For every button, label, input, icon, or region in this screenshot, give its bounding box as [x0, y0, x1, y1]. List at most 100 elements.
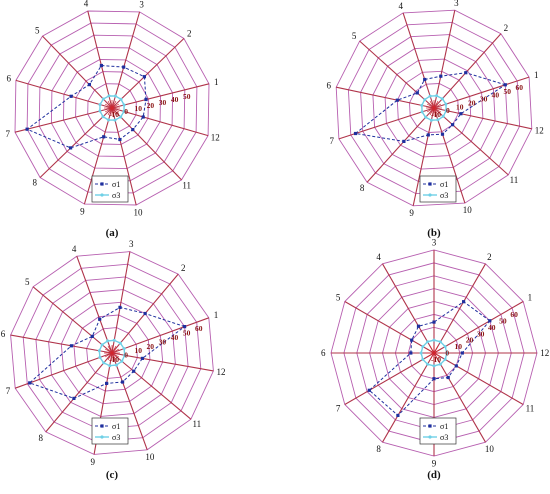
sigma1-point [426, 133, 430, 137]
center-mark [111, 348, 120, 354]
spoke [111, 83, 210, 109]
spoke [87, 10, 113, 109]
direction-label: 11 [510, 175, 519, 185]
direction-label: 6 [321, 348, 326, 358]
direction-label: 12 [211, 133, 220, 143]
direction-label: 1 [534, 70, 539, 80]
scale-label: -10 [109, 110, 119, 119]
sigma3-point [119, 97, 123, 101]
sigma1-point [131, 128, 135, 132]
spoke [359, 40, 435, 109]
spoke [433, 301, 524, 354]
direction-label: 6 [327, 81, 332, 91]
spoke [382, 263, 435, 354]
center-mark [426, 107, 435, 113]
sigma3-point [432, 364, 436, 368]
scale-label: 50 [183, 92, 191, 101]
scale-label: 10 [135, 104, 143, 113]
scale-label: 60 [515, 83, 523, 92]
direction-label: 5 [336, 293, 341, 303]
sigma1-point [98, 317, 102, 321]
sigma3-point [443, 357, 447, 361]
sigma1-point [440, 132, 445, 136]
scale-label: 0 [124, 351, 128, 360]
panel-caption: (c) [106, 469, 119, 481]
spoke [433, 10, 456, 109]
sigma3-point [438, 340, 442, 344]
legend-sigma1-marker [428, 424, 432, 428]
sigma3-point [421, 345, 425, 349]
sigma3-point [98, 109, 102, 113]
sigma3-point [114, 363, 118, 367]
sigma3-point [426, 362, 430, 366]
scale-label: 50 [504, 87, 512, 96]
sigma3-point [107, 118, 111, 122]
direction-label: 8 [39, 433, 44, 443]
center-mark [429, 107, 435, 116]
sigma1-point [396, 413, 400, 417]
legend-sigma3-marker [100, 193, 104, 197]
sigma3-point [438, 362, 442, 366]
spoke [83, 107, 113, 205]
sigma3-point [101, 115, 105, 119]
scale-label: 10 [455, 342, 463, 351]
direction-label: 4 [84, 0, 89, 9]
center-mark [104, 103, 113, 109]
direction-label: 6 [1, 329, 6, 339]
center-mark [111, 103, 120, 109]
direction-label: 8 [360, 183, 365, 193]
scale-label: 10 [456, 102, 464, 111]
center-mark [104, 348, 113, 354]
sigma1-point [72, 396, 76, 400]
direction-label: 10 [134, 207, 144, 217]
sigma1-point [69, 344, 73, 348]
spoke [111, 352, 148, 450]
direction-label: 4 [376, 252, 381, 262]
scale-label: 20 [468, 98, 476, 107]
center-mark [426, 103, 435, 109]
spoke [111, 107, 182, 181]
sigma1-point [69, 94, 73, 98]
center-mark [107, 100, 113, 109]
direction-label: 11 [192, 419, 201, 429]
legend-box [419, 417, 457, 445]
direction-label: 1 [214, 77, 219, 87]
sigma3-point [98, 103, 102, 107]
scale-label: 30 [480, 95, 488, 104]
spoke [433, 352, 524, 405]
scale-label: -10 [431, 355, 441, 364]
spoke [45, 352, 113, 433]
scale-label: 0 [124, 107, 128, 116]
direction-label: 5 [25, 277, 30, 287]
sigma3-point [123, 353, 127, 357]
center-mark [107, 345, 113, 354]
series-sigma1-line [368, 301, 491, 417]
sigma3-point [106, 339, 110, 343]
sigma3-point [118, 341, 122, 345]
panel-caption: (b) [427, 227, 441, 239]
sigma1-point [122, 65, 126, 69]
direction-label: 2 [187, 28, 192, 38]
center-mark [433, 345, 439, 354]
scale-label: 40 [171, 95, 179, 104]
spoke [412, 107, 435, 206]
sigma3-point [122, 109, 126, 113]
direction-label: 7 [6, 386, 11, 396]
sigma3-point [436, 118, 440, 122]
sigma3-point [444, 109, 448, 113]
sigma1-point [446, 375, 450, 380]
direction-label: 3 [454, 0, 459, 8]
spoke [111, 11, 141, 109]
legend-sigma3-label: σ3 [112, 433, 120, 442]
sigma3-point [420, 103, 424, 107]
spoke [111, 107, 137, 206]
panel-caption: (a) [106, 227, 119, 239]
sigma1-point [451, 123, 455, 127]
sigma3-point [113, 118, 117, 122]
direction-label: 3 [432, 237, 437, 247]
scale-label: 30 [159, 98, 167, 107]
series-sigma1-line [26, 64, 147, 149]
